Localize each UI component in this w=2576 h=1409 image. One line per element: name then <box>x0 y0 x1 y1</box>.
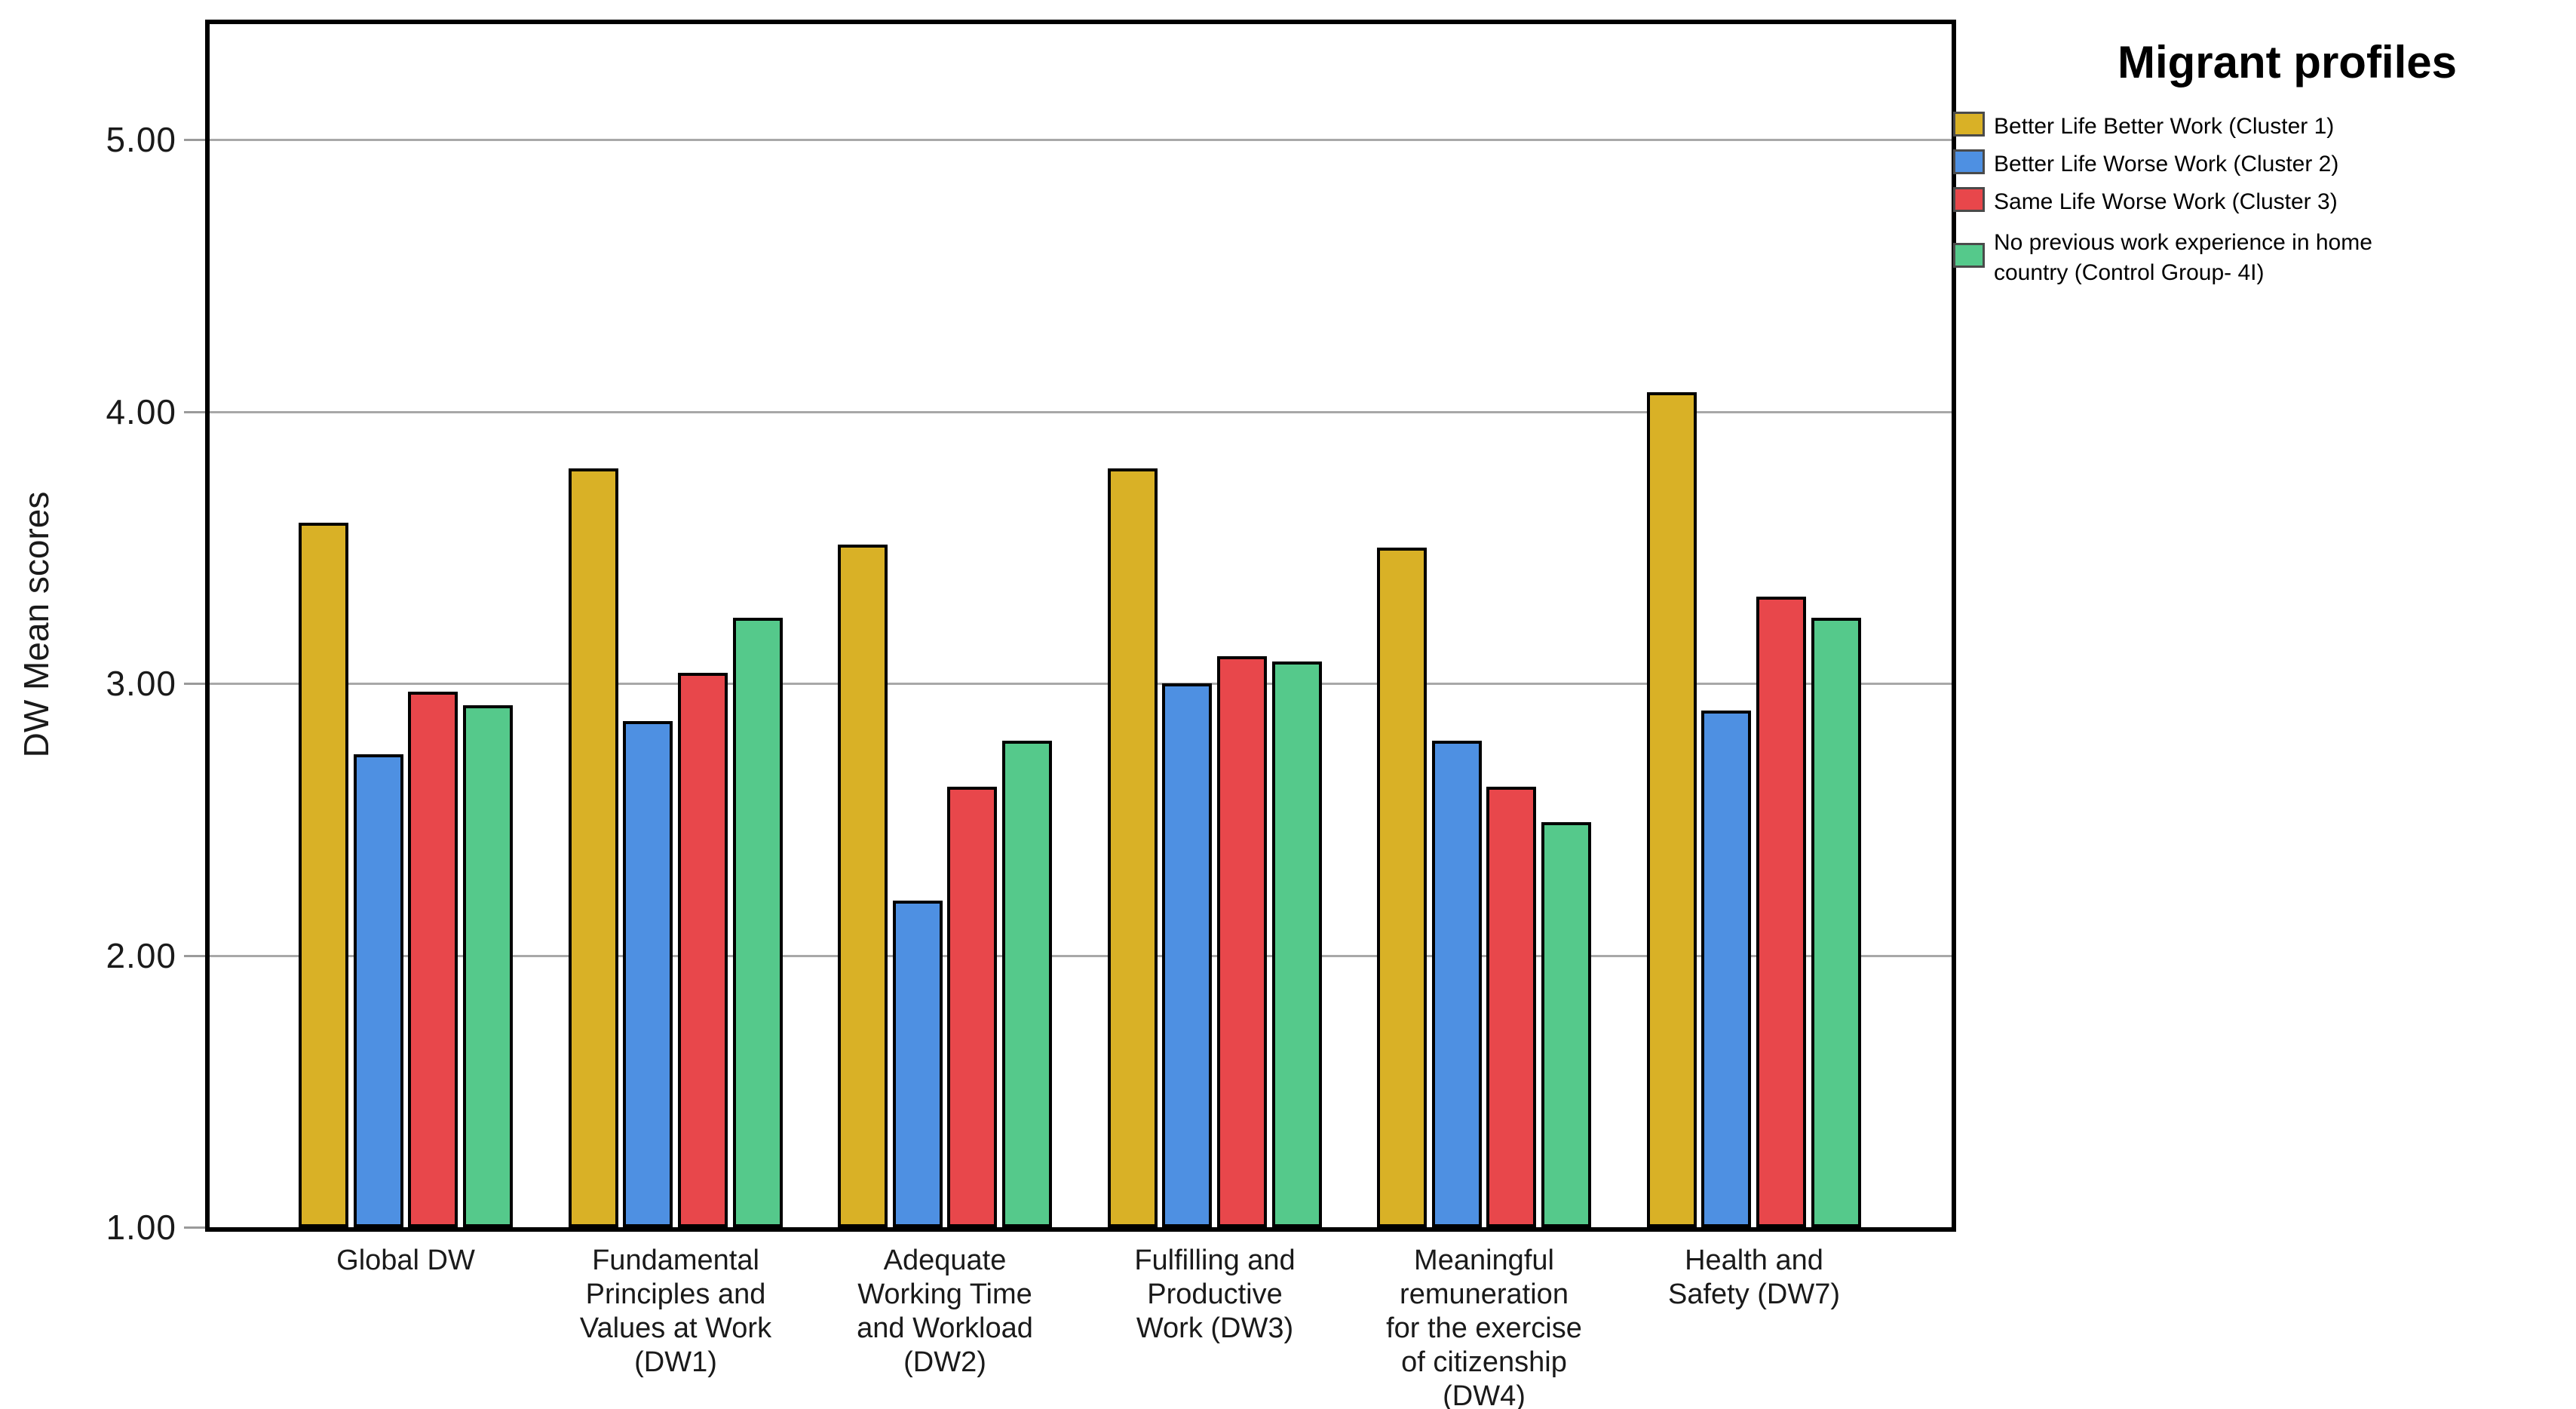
y-tick-mark-1.00 <box>184 1226 205 1229</box>
y-tick-mark-5.00 <box>184 139 205 141</box>
y-tick-mark-3.00 <box>184 683 205 685</box>
bar-cluster1-category2 <box>569 468 618 1227</box>
bar-cluster2-category6 <box>1701 711 1751 1227</box>
plot-area <box>205 20 1956 1232</box>
bar-cluster2-category3 <box>893 901 943 1227</box>
bar-cluster1-category1 <box>299 523 348 1227</box>
legend-item-3: Same Life Worse Work (Cluster 3) <box>1953 187 2338 217</box>
bar-cluster3-category3 <box>947 787 997 1227</box>
bar-cluster4-category5 <box>1541 822 1591 1227</box>
bar-cluster3-category5 <box>1486 787 1536 1227</box>
x-category-label-4: Fulfilling and Productive Work (DW3) <box>1134 1245 1296 1344</box>
bar-cluster4-category1 <box>463 705 513 1227</box>
bar-cluster3-category1 <box>408 692 458 1227</box>
gridline-3.00 <box>210 683 1952 685</box>
y-axis-title: DW Mean scores <box>17 491 56 758</box>
bar-cluster1-category4 <box>1108 468 1158 1227</box>
plot-inner <box>210 24 1952 1227</box>
y-tick-label-1.00: 1.00 <box>106 1208 176 1247</box>
x-category-label-6: Health and Safety (DW7) <box>1667 1245 1841 1310</box>
gridline-5.00 <box>210 139 1952 141</box>
legend-item-2: Better Life Worse Work (Cluster 2) <box>1953 149 2338 180</box>
legend-label-cluster3: Same Life Worse Work (Cluster 3) <box>1994 189 2338 214</box>
legend-label-cluster2: Better Life Worse Work (Cluster 2) <box>1994 152 2339 177</box>
x-category-label-3: Adequate Working Time and Workload (DW2) <box>857 1245 1033 1378</box>
legend-swatch-cluster1 <box>1953 112 1985 137</box>
gridline-2.00 <box>210 954 1952 957</box>
bar-cluster1-category6 <box>1647 392 1697 1227</box>
y-tick-mark-4.00 <box>184 410 205 413</box>
legend-item-1: Better Life Better Work (Cluster 1) <box>1953 112 2334 142</box>
legend-swatch-cluster2 <box>1953 149 1985 174</box>
bar-cluster1-category3 <box>838 545 888 1227</box>
x-category-label-5: Meaningful remuneration for the exercise… <box>1386 1245 1582 1409</box>
bar-cluster3-category2 <box>678 673 728 1227</box>
y-tick-label-3.00: 3.00 <box>106 664 176 703</box>
legend-swatch-cluster3 <box>1953 187 1985 212</box>
bar-cluster1-category5 <box>1377 548 1427 1227</box>
bar-cluster4-category6 <box>1811 618 1861 1227</box>
y-tick-label-2.00: 2.00 <box>106 935 176 975</box>
bar-cluster2-category1 <box>354 754 403 1227</box>
bar-cluster3-category4 <box>1217 656 1267 1227</box>
x-category-label-1: Global DW <box>336 1245 475 1276</box>
bar-cluster2-category5 <box>1432 741 1482 1227</box>
legend-title: Migrant profiles <box>2117 37 2458 87</box>
y-tick-label-4.00: 4.00 <box>106 391 176 431</box>
bar-cluster4-category2 <box>733 618 783 1227</box>
bar-cluster4-category3 <box>1002 741 1052 1227</box>
legend-item-4: No previous work experience in home coun… <box>1953 228 2372 288</box>
x-category-label-2: Fundamental Principles and Values at Wor… <box>579 1245 772 1378</box>
y-tick-mark-2.00 <box>184 954 205 957</box>
legend-label-cluster1: Better Life Better Work (Cluster 1) <box>1994 114 2335 139</box>
bar-cluster4-category4 <box>1272 662 1322 1227</box>
bar-cluster2-category2 <box>623 721 673 1227</box>
gridline-4.00 <box>210 410 1952 413</box>
y-tick-label-5.00: 5.00 <box>106 120 176 159</box>
legend-label-cluster4: No previous work experience in home coun… <box>1994 230 2372 285</box>
legend-swatch-cluster4 <box>1953 243 1985 268</box>
bar-cluster2-category4 <box>1162 683 1212 1227</box>
bar-cluster3-category6 <box>1756 597 1806 1227</box>
